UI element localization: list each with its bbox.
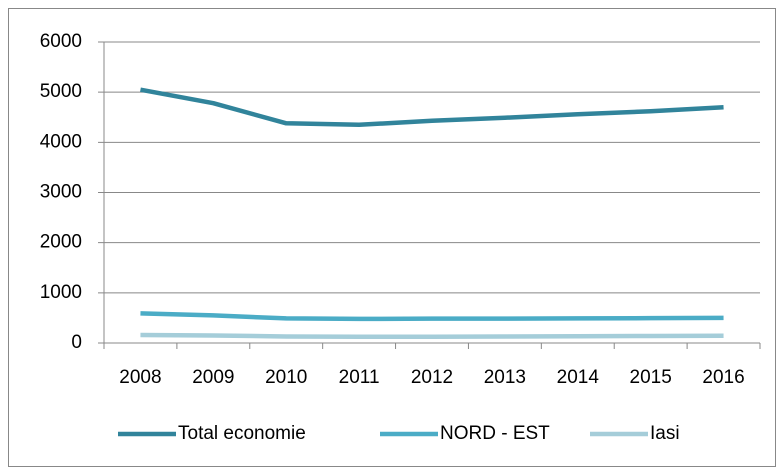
- series-line: [140, 332, 724, 339]
- y-tick-label: 3000: [40, 182, 82, 203]
- x-tick-label: 2012: [411, 367, 453, 388]
- x-tick-label: 2009: [192, 367, 234, 388]
- legend-label: Iasi: [650, 423, 680, 444]
- x-tick-label: 2014: [557, 367, 600, 388]
- y-tick-label: 4000: [40, 131, 82, 152]
- y-tick-label: 1000: [40, 282, 82, 303]
- x-tick-label: 2008: [119, 367, 161, 388]
- x-tick-label: 2013: [484, 367, 526, 388]
- y-tick-label: 5000: [40, 81, 82, 102]
- chart-border: [8, 8, 776, 467]
- x-tick-label: 2015: [630, 367, 672, 388]
- x-tick-label: 2011: [339, 367, 380, 388]
- series-line: [140, 311, 724, 322]
- y-tick-label: 6000: [40, 31, 82, 52]
- legend-label: Total economie: [178, 423, 306, 444]
- legend-label: NORD - EST: [440, 423, 550, 444]
- y-tick-label: 2000: [40, 232, 82, 253]
- x-tick-label: 2016: [702, 367, 744, 388]
- x-tick-label: 2010: [265, 367, 307, 388]
- series-line: [140, 87, 724, 128]
- y-tick-label: 0: [71, 332, 82, 353]
